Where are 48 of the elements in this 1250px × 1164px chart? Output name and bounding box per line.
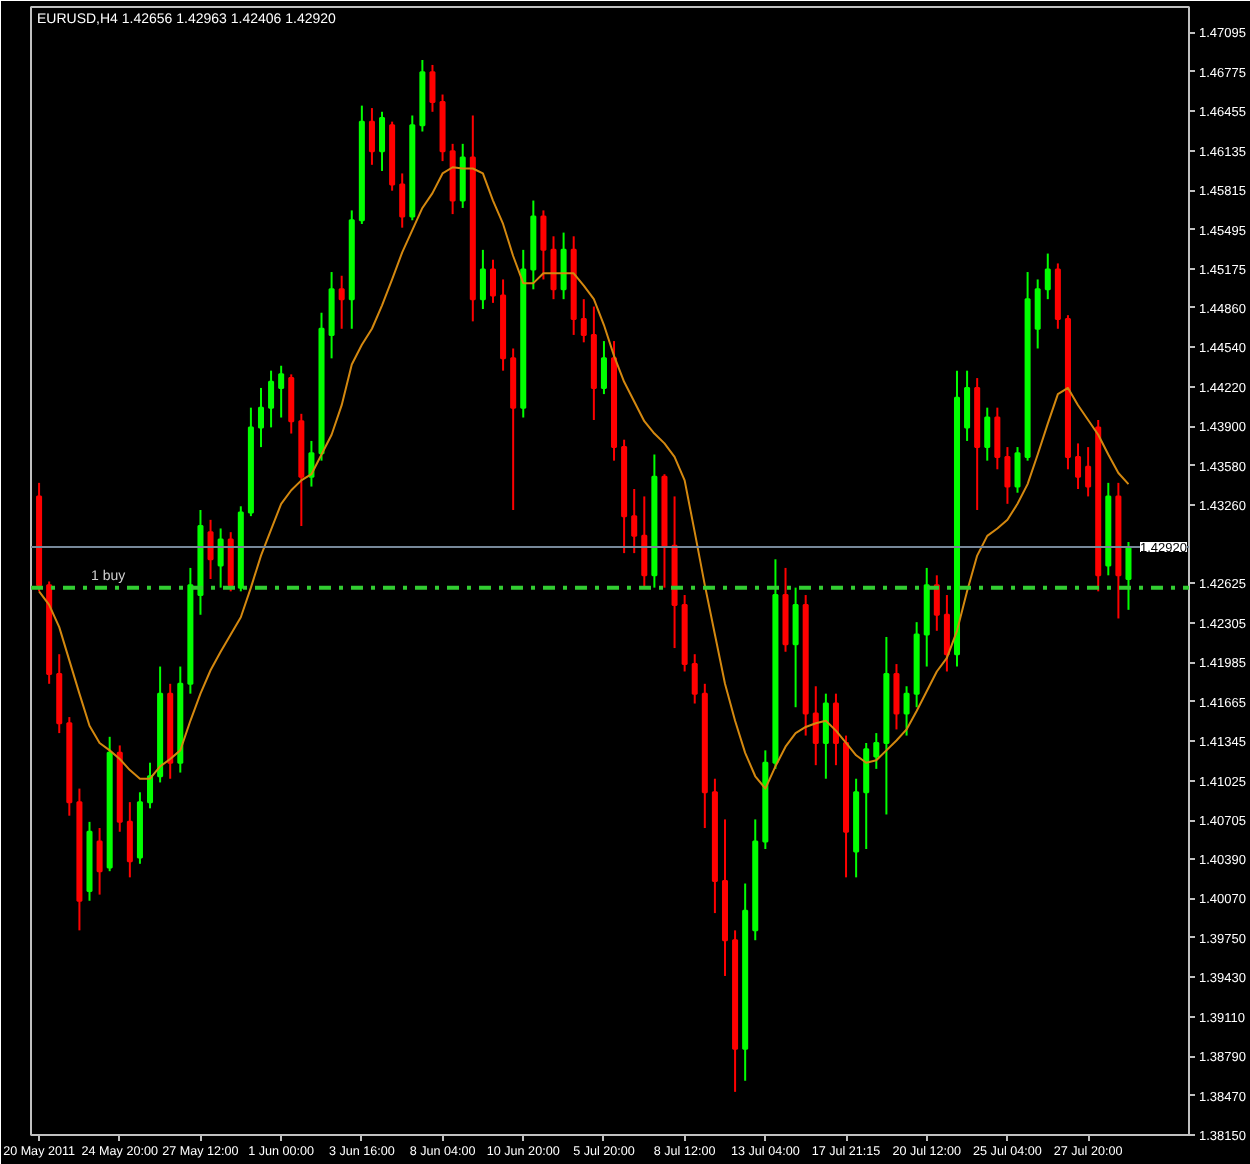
candlestick bbox=[631, 488, 638, 555]
candlestick bbox=[489, 258, 497, 304]
candlestick bbox=[429, 63, 436, 113]
candlestick bbox=[903, 685, 910, 737]
candlestick bbox=[540, 209, 547, 281]
candlestick bbox=[288, 373, 295, 435]
candlestick bbox=[278, 364, 285, 419]
candlestick bbox=[994, 406, 1001, 471]
candlestick bbox=[691, 653, 698, 705]
candlestick bbox=[227, 531, 234, 593]
candlestick bbox=[479, 248, 486, 311]
candlestick bbox=[1125, 541, 1132, 611]
candlestick bbox=[873, 732, 880, 770]
candlestick bbox=[933, 574, 940, 632]
candlestick bbox=[560, 231, 567, 301]
candlestick bbox=[812, 685, 819, 767]
candlestick bbox=[600, 340, 607, 396]
candlestick bbox=[1075, 442, 1082, 491]
candlestick bbox=[641, 495, 648, 589]
candlestick bbox=[147, 761, 154, 810]
candlestick bbox=[943, 594, 950, 673]
candlestick bbox=[399, 172, 406, 229]
candlestick bbox=[832, 692, 839, 767]
candlestick bbox=[1085, 446, 1092, 498]
candlestick bbox=[126, 801, 133, 879]
candlestick bbox=[96, 827, 103, 896]
candlestick bbox=[459, 142, 466, 209]
candlestick bbox=[964, 369, 971, 442]
candlestick bbox=[792, 586, 799, 709]
candlestick bbox=[580, 298, 587, 344]
candlestick bbox=[1044, 252, 1051, 301]
candlestick bbox=[217, 527, 224, 589]
candlestick bbox=[1004, 446, 1011, 505]
candlestick bbox=[308, 439, 315, 488]
candlestick bbox=[379, 110, 386, 172]
candlestick bbox=[863, 741, 870, 850]
candlestick bbox=[328, 271, 335, 360]
candlestick bbox=[822, 692, 829, 780]
candlestick bbox=[893, 663, 900, 731]
candlestick bbox=[1014, 446, 1021, 494]
candlestick bbox=[550, 235, 557, 301]
candlestick bbox=[268, 369, 275, 429]
candlestick bbox=[207, 518, 214, 581]
candlestick bbox=[984, 406, 991, 462]
candlestick bbox=[338, 274, 345, 330]
candlestick bbox=[257, 386, 264, 449]
candlestick bbox=[368, 107, 375, 166]
candlestick bbox=[1034, 278, 1041, 350]
